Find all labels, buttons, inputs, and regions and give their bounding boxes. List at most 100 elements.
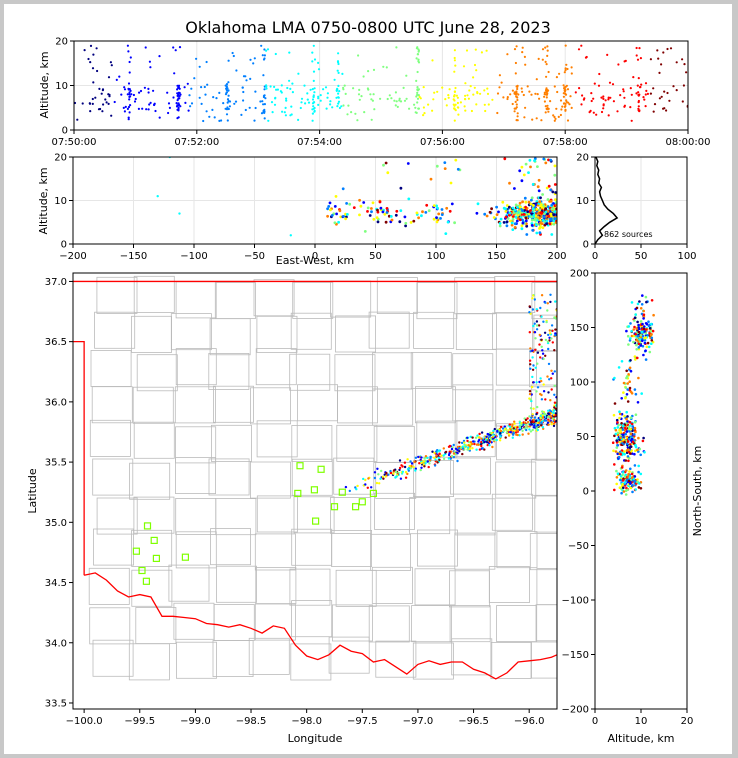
east-west-point [554, 191, 557, 194]
time-altitude-point [580, 44, 583, 47]
time-altitude-point [417, 60, 420, 63]
north-south-point [642, 309, 645, 313]
north-south-point [648, 350, 652, 354]
time-altitude-point [644, 82, 648, 85]
time-altitude-point [263, 54, 266, 57]
time-altitude-point [133, 100, 137, 103]
x-tick-label: 07:56:00 [420, 137, 465, 148]
plan-view-point [384, 475, 387, 478]
time-altitude-point [658, 97, 662, 100]
north-south-point [614, 450, 618, 453]
time-altitude-point [312, 107, 315, 110]
east-west-point [513, 208, 517, 212]
time-altitude-point [313, 110, 316, 113]
plan-view-point [499, 429, 503, 433]
time-altitude-point [254, 106, 257, 110]
time-altitude-point [225, 113, 229, 116]
plan-view-point [540, 398, 544, 401]
time-altitude-point [297, 72, 300, 75]
north-south-point [643, 336, 646, 340]
plan-view-point [552, 422, 556, 425]
east-west-point [524, 216, 528, 220]
time-altitude-point [369, 93, 372, 96]
time-altitude-point [98, 87, 101, 90]
plan-view-point [554, 317, 557, 320]
plan-view-point [424, 455, 428, 458]
north-south-point [624, 459, 628, 462]
north-south-point [625, 376, 628, 380]
time-altitude-point [172, 96, 175, 99]
time-altitude-point [372, 68, 376, 71]
time-altitude-point [158, 116, 161, 119]
county-outline [175, 457, 216, 494]
county-outline [488, 566, 530, 603]
plan-view-point [551, 372, 554, 375]
east-west-point [518, 169, 522, 173]
lma-station-marker [369, 489, 377, 497]
plan-view-point [407, 469, 410, 472]
time-altitude-ticks: 07:50:00 07:52:00 07:54:00 07:56:00 07:58:00… [52, 37, 711, 149]
north-south-point [614, 428, 618, 432]
east-west-point [536, 185, 540, 189]
plan-view-point [558, 412, 560, 414]
plan-view-point [533, 322, 536, 325]
time-altitude-point [520, 87, 523, 90]
county-outline [168, 564, 210, 602]
north-south-point [625, 393, 629, 396]
north-south-point [621, 471, 625, 474]
north-south-point [620, 422, 623, 425]
time-altitude-point [562, 84, 565, 87]
east-west-point [328, 201, 332, 205]
plan-view-point [554, 412, 557, 415]
east-west-point [550, 233, 554, 236]
time-altitude-point [585, 55, 588, 59]
time-altitude-point [606, 53, 609, 57]
time-altitude-point [558, 72, 561, 75]
x-tick-label: 07:54:00 [297, 137, 342, 148]
county-outline [496, 531, 538, 569]
north-south-point [642, 313, 646, 317]
time-altitude-point [273, 103, 277, 106]
east-west-point [505, 224, 509, 228]
plan-view-point [528, 311, 531, 314]
east-west-point [495, 205, 498, 209]
plan-view-point [532, 407, 535, 410]
north-south-point [650, 322, 653, 326]
county-outline [293, 496, 335, 534]
plan-view-point [541, 349, 544, 352]
north-south-point [629, 467, 632, 471]
time-altitude-point [577, 48, 581, 51]
time-altitude-point [337, 100, 341, 103]
east-west-point [386, 171, 390, 175]
time-altitude-point [129, 56, 132, 59]
plan-view-point [526, 426, 529, 429]
county-outline [450, 457, 491, 495]
plan-view-point [515, 429, 519, 432]
east-west-point [508, 213, 511, 217]
time-altitude-point [333, 78, 336, 81]
time-altitude-point [416, 93, 419, 96]
time-altitude-point [128, 60, 131, 64]
county-outline [128, 643, 170, 681]
county-outline [531, 458, 557, 496]
y-tick-label: 37.0 [45, 277, 67, 288]
county-outline [413, 460, 454, 497]
time-altitude-point [416, 88, 419, 91]
plan-view-point [406, 472, 409, 476]
county-outline [414, 386, 456, 424]
north-south-point [623, 475, 627, 479]
time-altitude-point [530, 93, 533, 96]
north-south-point [641, 339, 644, 343]
north-south-point [616, 431, 620, 435]
north-south-point [641, 334, 645, 338]
north-south-point [618, 428, 621, 432]
north-south-point [644, 328, 648, 331]
plan-view-point [550, 377, 553, 380]
north-south-point [636, 334, 640, 338]
plan-view-point [509, 431, 512, 434]
east-west-point [363, 230, 367, 233]
north-south-point [629, 337, 632, 340]
county-outline [93, 528, 134, 566]
east-west-point [498, 224, 502, 228]
time-altitude-point [143, 86, 146, 89]
